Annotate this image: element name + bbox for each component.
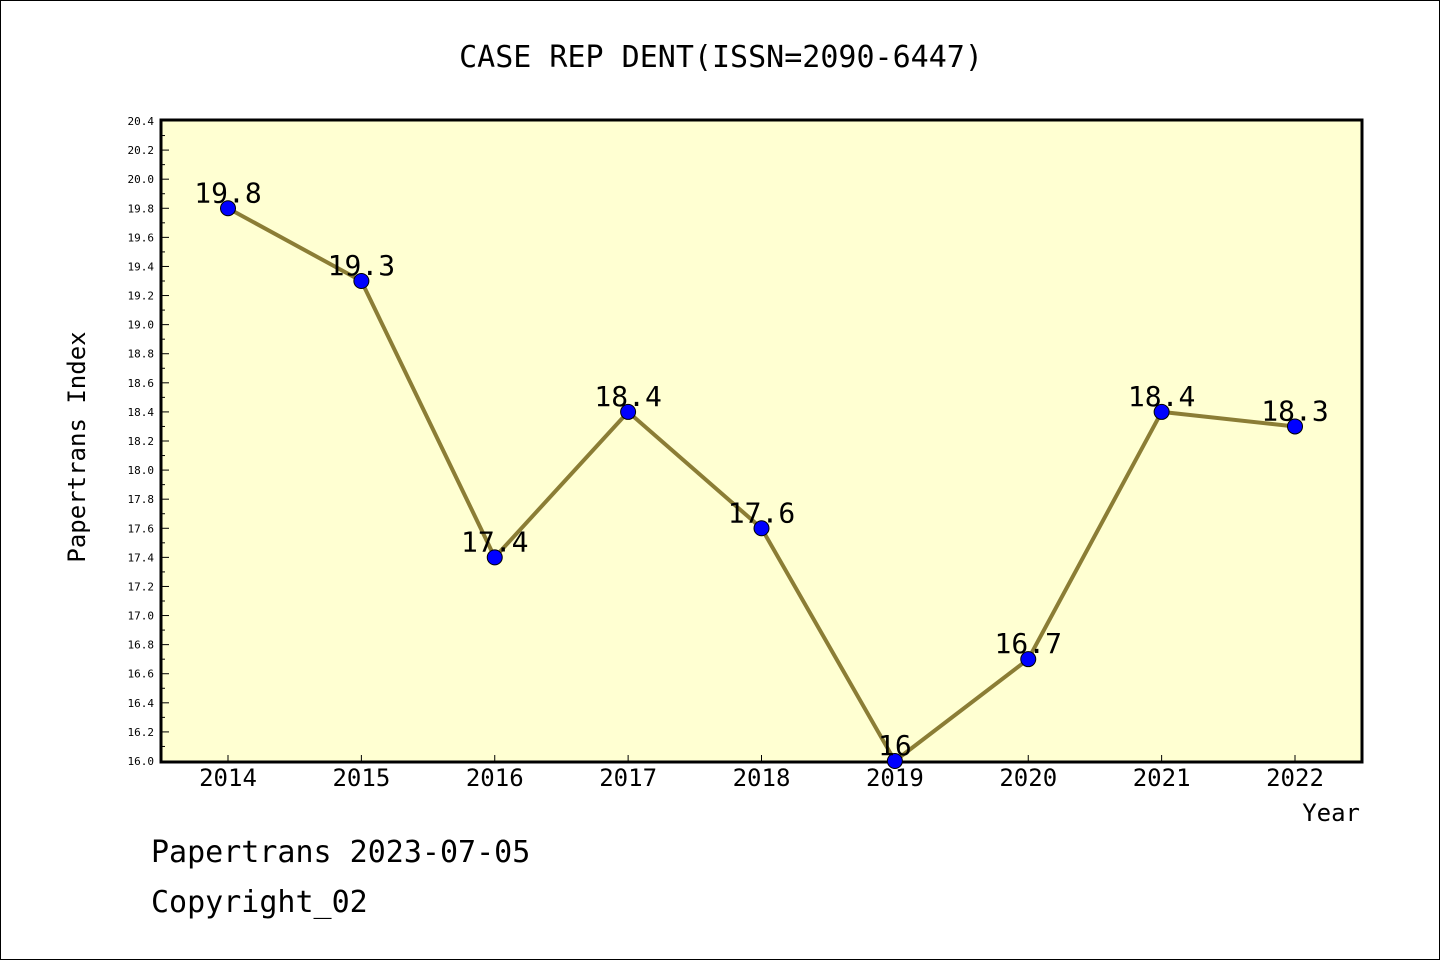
data-point bbox=[753, 520, 770, 537]
data-label: 16.7 bbox=[995, 627, 1062, 660]
y-tick-label: 16.2 bbox=[128, 726, 155, 739]
y-tick-label: 16.6 bbox=[128, 668, 155, 681]
y-tick-label: 17.0 bbox=[128, 610, 155, 623]
x-axis-label: Year bbox=[1302, 799, 1360, 827]
data-point bbox=[1287, 418, 1303, 435]
data-point bbox=[1153, 403, 1170, 420]
y-tick-label: 17.2 bbox=[128, 580, 155, 593]
x-tick-label: 2014 bbox=[199, 764, 257, 792]
y-tick-label: 20.0 bbox=[128, 173, 155, 186]
x-tick-label: 2020 bbox=[999, 764, 1057, 792]
data-point bbox=[486, 549, 503, 566]
y-tick-label: 17.8 bbox=[128, 493, 155, 506]
y-tick-label: 19.0 bbox=[128, 319, 155, 332]
y-tick-label: 16.8 bbox=[128, 639, 155, 652]
data-point bbox=[886, 753, 903, 769]
data-point bbox=[1020, 651, 1037, 668]
x-tick-label: 2016 bbox=[466, 764, 524, 792]
footer-copyright-line: Copyright_02 bbox=[151, 885, 368, 920]
plot-area bbox=[159, 118, 1364, 764]
data-label: 18.4 bbox=[1128, 380, 1195, 413]
data-label: 18.3 bbox=[1261, 394, 1328, 427]
y-tick-label: 20.2 bbox=[128, 144, 155, 157]
y-tick-label: 19.2 bbox=[128, 290, 155, 303]
data-label: 16 bbox=[878, 729, 912, 762]
x-tick-label: 2018 bbox=[733, 764, 791, 792]
data-point bbox=[220, 200, 236, 217]
y-tick-label: 18.6 bbox=[128, 377, 155, 390]
y-tick-label: 17.4 bbox=[128, 551, 155, 564]
y-tick-label: 19.6 bbox=[128, 231, 155, 244]
data-label: 19.3 bbox=[328, 249, 395, 282]
x-axis: 2014 2015 2016 2017 2018 2019 2020 2021 2022 bbox=[199, 755, 1324, 792]
y-tick-label: 18.8 bbox=[128, 348, 155, 361]
y-tick-label: 20.4 bbox=[128, 115, 155, 128]
data-label: 17.4 bbox=[461, 525, 528, 558]
data-point bbox=[620, 403, 637, 420]
y-tick-label: 17.6 bbox=[128, 522, 155, 535]
x-tick-label: 2017 bbox=[599, 764, 657, 792]
x-tick-label: 2022 bbox=[1266, 764, 1324, 792]
y-axis: 16.0 16.2 16.4 16.6 16.8 17.0 17.2 17.4 17.6 17.8… bbox=[128, 115, 169, 768]
y-tick-label: 16.0 bbox=[128, 755, 155, 768]
data-point bbox=[353, 273, 370, 289]
series-layer: 19.8 19.3 17.4 18.4 17.6 16 16.7 18.4 18.3 bbox=[194, 176, 1329, 769]
data-label: 18.4 bbox=[594, 380, 661, 413]
data-label: 17.6 bbox=[728, 496, 795, 529]
y-tick-label: 19.8 bbox=[128, 202, 155, 215]
chart-title: CASE REP DENT(ISSN=2090-6447) bbox=[459, 40, 983, 75]
y-tick-label: 18.2 bbox=[128, 435, 155, 448]
y-tick-label: 16.4 bbox=[128, 697, 155, 710]
y-axis-label: Papertrans Index bbox=[63, 331, 91, 562]
footer-date-line: Papertrans 2023-07-05 bbox=[151, 835, 531, 870]
y-tick-label: 18.0 bbox=[128, 464, 155, 477]
x-tick-label: 2021 bbox=[1133, 764, 1191, 792]
data-label: 19.8 bbox=[194, 176, 261, 209]
x-tick-label: 2015 bbox=[332, 764, 390, 792]
y-tick-label: 18.4 bbox=[128, 406, 155, 419]
y-tick-label: 19.4 bbox=[128, 260, 155, 273]
